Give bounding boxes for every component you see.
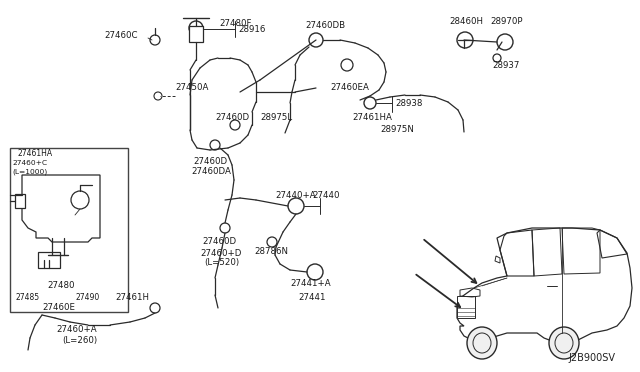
Text: J2B900SV: J2B900SV <box>568 353 615 363</box>
Text: 27461HA: 27461HA <box>17 148 52 157</box>
Text: 27440: 27440 <box>312 192 339 201</box>
Circle shape <box>220 223 230 233</box>
Bar <box>457 296 475 318</box>
Text: 27440+A: 27440+A <box>275 192 316 201</box>
Circle shape <box>150 35 160 45</box>
Text: (L=260): (L=260) <box>62 336 97 344</box>
Text: 27461H: 27461H <box>115 292 149 301</box>
Text: 27460+D: 27460+D <box>200 248 241 257</box>
Text: 27461HA: 27461HA <box>352 112 392 122</box>
Text: (L=1000): (L=1000) <box>12 169 47 175</box>
Bar <box>38 252 60 268</box>
Text: 27441: 27441 <box>298 294 326 302</box>
Text: 28916: 28916 <box>238 25 266 33</box>
Ellipse shape <box>549 327 579 359</box>
Circle shape <box>71 191 89 209</box>
Text: 27460E: 27460E <box>42 304 75 312</box>
Text: 27460+A: 27460+A <box>56 326 97 334</box>
Text: 27480: 27480 <box>47 280 74 289</box>
Circle shape <box>154 92 162 100</box>
Bar <box>15 194 25 208</box>
Text: 27480F: 27480F <box>219 19 252 29</box>
Text: 28975L: 28975L <box>260 113 292 122</box>
Circle shape <box>493 54 501 62</box>
Text: 27460DB: 27460DB <box>305 20 345 29</box>
Text: 27460DA: 27460DA <box>191 167 231 176</box>
Circle shape <box>230 120 240 130</box>
Circle shape <box>210 140 220 150</box>
Circle shape <box>288 198 304 214</box>
Text: 27490: 27490 <box>75 294 99 302</box>
Text: 28975N: 28975N <box>380 125 414 135</box>
Circle shape <box>189 21 203 35</box>
Text: 27485: 27485 <box>16 294 40 302</box>
Text: 27450A: 27450A <box>175 83 209 93</box>
Circle shape <box>497 34 513 50</box>
Circle shape <box>150 303 160 313</box>
Text: 28937: 28937 <box>492 61 520 70</box>
Text: 28786N: 28786N <box>254 247 288 257</box>
Bar <box>189 26 203 42</box>
Text: (L=520): (L=520) <box>204 259 239 267</box>
Text: 27460D: 27460D <box>202 237 236 247</box>
Circle shape <box>341 59 353 71</box>
Circle shape <box>457 32 473 48</box>
Bar <box>10 148 128 312</box>
Text: 27460C: 27460C <box>104 32 138 41</box>
Ellipse shape <box>467 327 497 359</box>
Text: 28460H: 28460H <box>449 17 483 26</box>
Circle shape <box>364 97 376 109</box>
Circle shape <box>267 237 277 247</box>
Circle shape <box>309 33 323 47</box>
Text: 27460D: 27460D <box>215 113 249 122</box>
Text: 27460+C: 27460+C <box>12 160 47 166</box>
Text: 27460D: 27460D <box>193 157 227 167</box>
Circle shape <box>307 264 323 280</box>
Text: 28938: 28938 <box>395 99 422 108</box>
Text: 27441+A: 27441+A <box>290 279 331 289</box>
Text: 28970P: 28970P <box>490 17 522 26</box>
Text: 27460EA: 27460EA <box>330 83 369 93</box>
